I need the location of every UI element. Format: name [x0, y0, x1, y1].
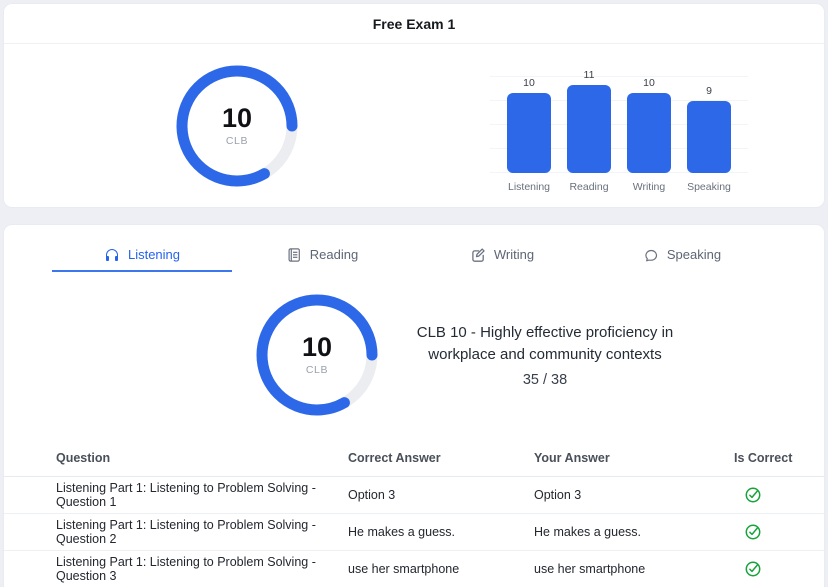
cell-your-answer: He makes a guess.: [534, 525, 641, 539]
listening-clb-score: 10: [301, 332, 333, 362]
detail-card: Listening Reading Writing Speaking: [3, 224, 825, 587]
table-row: Listening Part 1: Listening to Problem S…: [4, 514, 824, 551]
cell-question: Listening Part 1: Listening to Problem S…: [56, 518, 316, 546]
table-row: Listening Part 1: Listening to Problem S…: [4, 551, 824, 587]
correct-check-icon: [734, 523, 824, 541]
cell-correct-answer: Option 3: [348, 488, 396, 502]
bar: [687, 100, 731, 173]
clb-description: CLB 10 - Highly effective proficiency in…: [416, 323, 674, 363]
gauge-ring: [256, 294, 378, 416]
tab-label: Listening: [127, 247, 181, 262]
cell-question: Listening Part 1: Listening to Problem S…: [56, 555, 316, 583]
skill-tabs: Listening Reading Writing Speaking: [52, 225, 824, 272]
results-table: Question Correct Answer Your Answer Is C…: [4, 440, 824, 587]
overall-clb-score: 10: [221, 102, 253, 133]
bar-category-label: Listening: [507, 180, 551, 193]
exam-title: Free Exam 1: [4, 4, 824, 44]
bar: [627, 92, 671, 173]
cell-correct-answer: use her smartphone: [348, 562, 460, 576]
tab-label: Speaking: [666, 247, 722, 262]
table-header-row: Question Correct Answer Your Answer Is C…: [4, 440, 824, 477]
col-header-question: Question: [56, 451, 111, 465]
chat-bubble-icon: [643, 247, 659, 263]
document-icon: [286, 247, 302, 263]
listening-score-row: 10 CLB CLB 10 - Highly effective profici…: [4, 294, 824, 416]
summary-card: Free Exam 1 10 CLB: [3, 3, 825, 208]
tab-speaking[interactable]: Speaking: [592, 239, 772, 272]
tab-reading[interactable]: Reading: [232, 239, 412, 272]
pencil-square-icon: [470, 247, 486, 263]
overall-clb-unit: CLB: [225, 134, 249, 147]
cell-correct-answer: He makes a guess.: [348, 525, 455, 539]
bar-value-label: 10: [643, 76, 655, 89]
bar-reading: 11: [567, 69, 611, 173]
bar: [567, 84, 611, 173]
tab-listening[interactable]: Listening: [52, 239, 232, 272]
clb-bar-chart: 10 11 10 9: [490, 59, 748, 193]
col-header-is-correct: Is Correct: [734, 451, 793, 465]
bar-value-label: 9: [706, 84, 712, 97]
correct-check-icon: [734, 486, 824, 504]
bar-category-label: Reading: [569, 180, 609, 193]
headphones-icon: [104, 247, 120, 263]
bar-listening: 10: [507, 77, 551, 173]
cell-question: Listening Part 1: Listening to Problem S…: [56, 481, 316, 509]
table-row: Listening Part 1: Listening to Problem S…: [4, 477, 824, 514]
bar: [507, 92, 551, 173]
summary-charts-row: 10 CLB 10: [4, 44, 824, 207]
tab-writing[interactable]: Writing: [412, 239, 592, 272]
col-header-correct-answer: Correct Answer: [348, 451, 441, 465]
listening-clb-gauge: 10 CLB: [256, 294, 378, 416]
score-fraction: 35 / 38: [522, 372, 568, 389]
overall-clb-gauge: 10 CLB: [176, 65, 298, 187]
col-header-your-answer: Your Answer: [534, 451, 610, 465]
bar-writing: 10: [627, 77, 671, 173]
gauge-ring: [176, 65, 298, 186]
bar-value-label: 11: [583, 68, 595, 81]
listening-score-description: CLB 10 - Highly effective proficiency in…: [390, 322, 700, 389]
correct-check-icon: [734, 560, 824, 578]
tab-label: Writing: [493, 247, 535, 262]
cell-your-answer: Option 3: [534, 488, 582, 502]
bar-speaking: 9: [687, 85, 731, 173]
cell-your-answer: use her smartphone: [534, 562, 646, 576]
bar-category-label: Writing: [632, 180, 666, 193]
bar-category-label: Speaking: [687, 180, 731, 193]
bar-chart-plot: 10 11 10 9: [490, 59, 748, 173]
listening-clb-unit: CLB: [305, 364, 329, 376]
tab-label: Reading: [309, 247, 359, 262]
bar-value-label: 10: [523, 76, 535, 89]
